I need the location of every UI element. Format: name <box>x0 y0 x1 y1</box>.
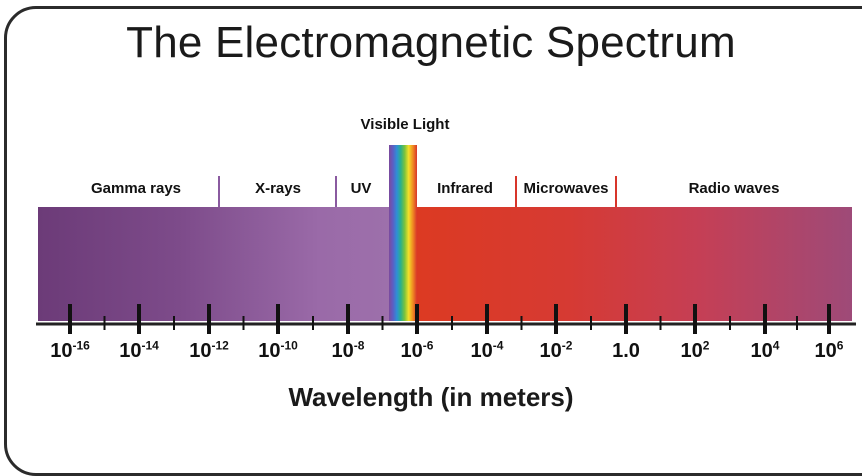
band-label-radio-waves: Radio waves <box>688 180 780 197</box>
divider-gamma-xray <box>218 176 220 208</box>
diagram-title: The Electromagnetic Spectrum <box>126 18 736 67</box>
band-label-uv: UV <box>350 180 372 197</box>
divider-microwave-radio <box>615 176 617 208</box>
spectrum-strip-long-wavelengths <box>416 207 852 321</box>
tick-label: 10-14 <box>119 338 159 362</box>
band-label-gamma-rays: Gamma rays <box>90 180 182 197</box>
tick-label: 10-8 <box>331 338 365 362</box>
axis-title: Wavelength (in meters) <box>288 382 574 412</box>
visible-light-rainbow-band <box>389 145 417 321</box>
divider-infrared-microwave <box>515 176 517 208</box>
visible-light-label: Visible Light <box>360 116 450 133</box>
tick-label: 10-12 <box>189 338 229 362</box>
band-label-x-rays: X-rays <box>255 180 301 197</box>
spectrum-strip-short-wavelengths <box>38 207 390 321</box>
tick-label: 10-6 <box>400 338 434 362</box>
tick-label: 10-4 <box>470 338 504 362</box>
divider-xray-uv <box>335 176 337 208</box>
tick-label: 1.0 <box>612 340 640 362</box>
tick-label: 104 <box>750 338 780 362</box>
tick-label: 10-16 <box>50 338 90 362</box>
tick-label: 102 <box>680 338 710 362</box>
tick-label: 10-10 <box>258 338 298 362</box>
band-label-microwaves: Microwaves <box>523 180 609 197</box>
tick-label: 106 <box>814 338 844 362</box>
tick-label: 10-2 <box>539 338 573 362</box>
band-label-infrared: Infrared <box>437 180 493 197</box>
